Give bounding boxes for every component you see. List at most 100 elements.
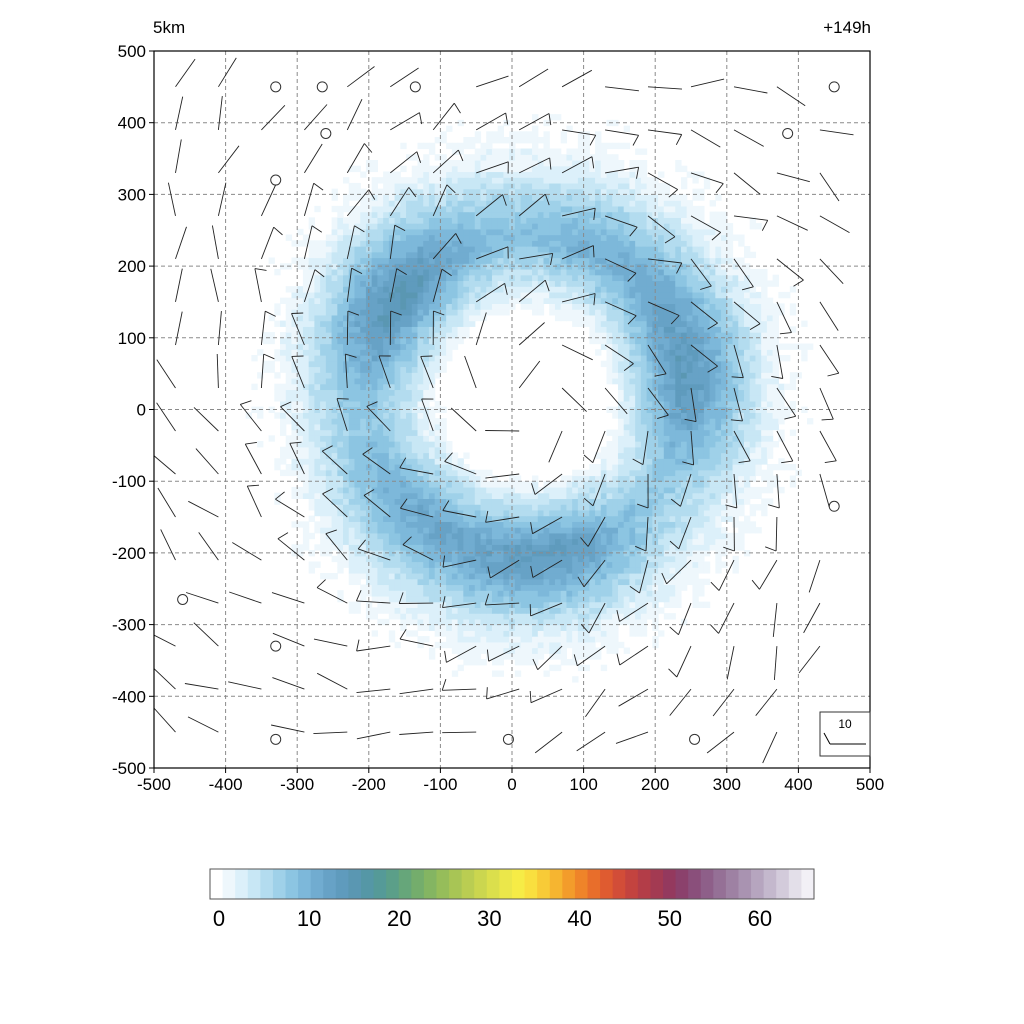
field-cell	[726, 412, 734, 419]
field-cell	[721, 326, 728, 333]
field-cell	[348, 412, 356, 419]
field-cell	[617, 641, 625, 649]
field-cell	[388, 481, 396, 488]
field-cell	[377, 601, 384, 608]
field-cell	[692, 532, 699, 540]
field-cell	[308, 429, 315, 436]
field-cell	[577, 664, 585, 672]
field-cell	[503, 584, 510, 591]
field-cell	[766, 400, 774, 408]
field-cell	[406, 349, 413, 356]
field-cell	[434, 246, 441, 253]
field-cell	[360, 481, 367, 488]
field-cell	[291, 521, 298, 528]
field-cell	[698, 234, 705, 241]
field-cell	[520, 509, 527, 517]
field-cell	[423, 268, 430, 276]
field-cell	[612, 280, 619, 287]
field-cell	[486, 595, 493, 603]
field-cell	[709, 268, 716, 276]
field-cell	[789, 475, 797, 482]
field-cell	[331, 452, 338, 459]
field-cell	[583, 550, 590, 557]
field-cell	[749, 337, 757, 345]
field-cell	[417, 257, 424, 264]
field-cell	[606, 590, 613, 597]
field-cell	[801, 320, 808, 327]
field-cell	[549, 550, 556, 557]
field-cell	[766, 395, 774, 402]
field-cell	[589, 291, 596, 299]
field-cell	[766, 303, 774, 310]
field-cell	[692, 595, 699, 603]
field-cell	[423, 521, 430, 528]
field-cell	[337, 435, 344, 442]
field-cell	[262, 360, 270, 368]
field-cell	[635, 360, 642, 368]
field-cell	[617, 303, 625, 310]
field-cell	[394, 435, 401, 442]
field-cell	[566, 475, 573, 482]
field-cell	[738, 429, 745, 436]
field-cell	[738, 452, 745, 459]
field-cell	[314, 395, 321, 402]
field-cell	[612, 624, 619, 631]
field-cell	[623, 561, 631, 568]
field-cell	[715, 463, 722, 471]
field-cell	[635, 251, 642, 259]
field-cell	[549, 567, 556, 574]
field-cell	[503, 280, 510, 287]
field-cell	[400, 429, 407, 436]
field-cell	[377, 544, 384, 551]
field-cell	[629, 326, 636, 333]
field-cell	[595, 297, 602, 304]
field-cell	[640, 538, 648, 545]
field-cell	[446, 332, 453, 339]
field-cell	[491, 521, 499, 528]
field-cell	[537, 303, 545, 310]
field-cell	[348, 240, 356, 247]
field-cell	[302, 326, 310, 333]
field-cell	[463, 584, 470, 591]
field-cell	[463, 246, 470, 253]
field-cell	[428, 515, 436, 522]
field-cell	[314, 498, 321, 505]
field-cell	[577, 228, 585, 236]
field-cell	[749, 343, 757, 350]
field-cell	[732, 509, 739, 517]
field-cell	[320, 337, 327, 345]
field-cell	[709, 309, 716, 316]
field-cell	[537, 636, 545, 643]
field-cell	[497, 527, 505, 534]
field-cell	[474, 240, 482, 247]
field-cell	[749, 452, 757, 459]
field-cell	[371, 498, 378, 505]
field-cell	[595, 314, 602, 322]
field-cell	[446, 246, 453, 253]
field-cell	[572, 561, 579, 568]
field-cell	[715, 412, 722, 419]
field-cell	[457, 458, 464, 465]
field-cell	[400, 435, 407, 442]
field-cell	[400, 355, 407, 362]
field-cell	[663, 337, 671, 345]
field-cell	[537, 504, 545, 511]
field-cell	[549, 263, 556, 270]
field-cell	[417, 395, 424, 402]
field-cell	[302, 297, 310, 304]
field-cell	[686, 383, 694, 391]
field-cell	[732, 400, 739, 408]
field-cell	[331, 446, 338, 454]
field-cell	[406, 590, 413, 597]
field-cell	[640, 555, 648, 563]
field-cell	[497, 653, 505, 660]
field-cell	[480, 572, 487, 580]
field-cell	[469, 584, 476, 591]
field-cell	[606, 527, 613, 534]
field-cell	[514, 647, 522, 654]
field-cell	[274, 463, 281, 471]
field-cell	[480, 246, 487, 253]
field-cell	[606, 441, 613, 448]
field-cell	[434, 234, 441, 241]
field-cell	[451, 555, 459, 563]
